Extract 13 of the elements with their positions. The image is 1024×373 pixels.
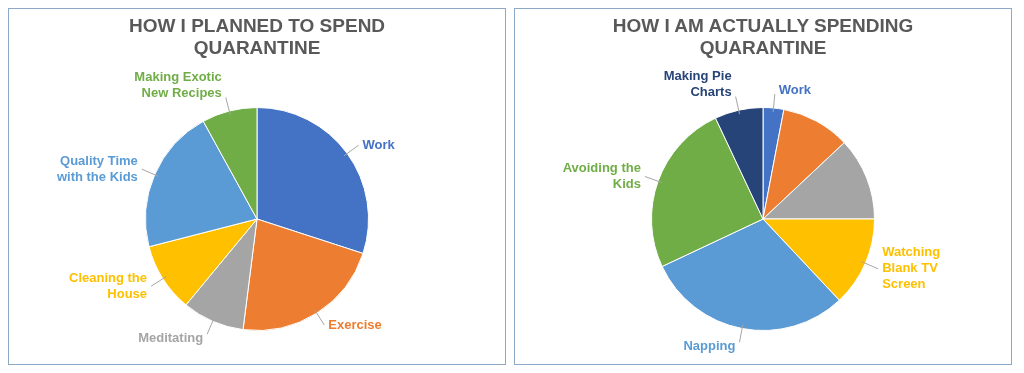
slice-label: Napping [683, 337, 736, 353]
chart-title: HOW I PLANNED TO SPEND QUARANTINE [127, 15, 387, 59]
slice-label: Avoiding the Kids [562, 160, 641, 192]
slice-label: Watching Blank TV Screen [882, 244, 941, 292]
slice-label: Meditating [138, 329, 204, 345]
slice-label: Work [778, 81, 812, 97]
slice-label: Quality Time with the Kids [55, 152, 138, 184]
slice-label: Making Exotic New Recipes [134, 69, 222, 101]
chart-title: HOW I AM ACTUALLY SPENDING QUARANTINE [611, 15, 915, 59]
slice-label: Work [362, 136, 396, 152]
slice-label: Exercise [328, 316, 382, 332]
slice-label: Cleaning the House [69, 269, 148, 301]
slice-label: Making Pie Charts [663, 68, 732, 100]
